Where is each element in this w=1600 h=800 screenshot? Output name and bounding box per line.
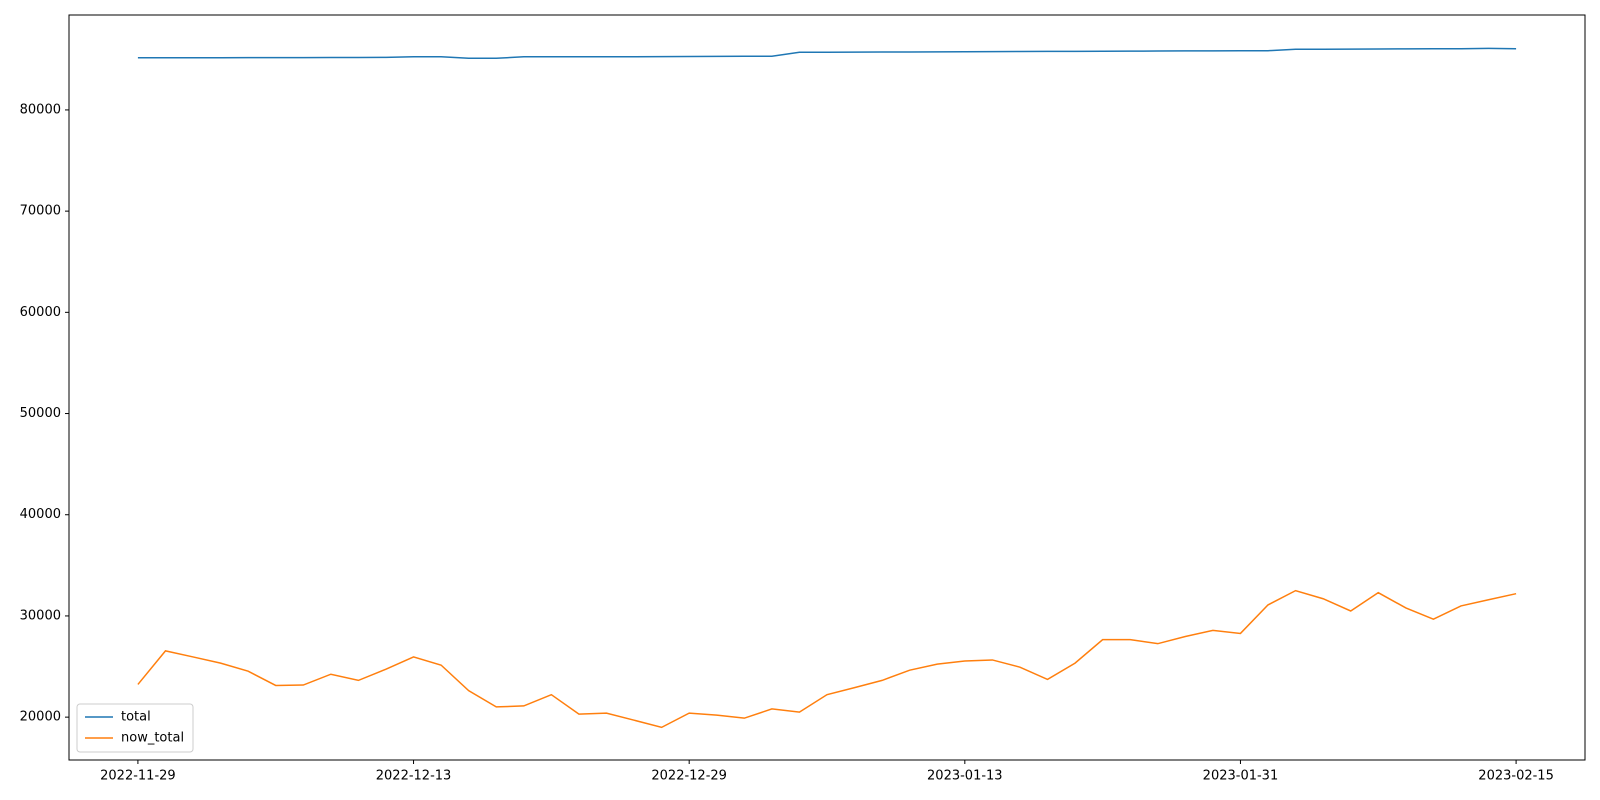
legend-label: total bbox=[121, 710, 151, 725]
line-series bbox=[137, 589, 1517, 729]
x-tick-label: 2022-12-29 bbox=[651, 769, 727, 784]
plot-frame bbox=[68, 14, 1586, 761]
y-tick-label: 60000 bbox=[20, 305, 61, 320]
y-tick-label: 50000 bbox=[20, 406, 61, 421]
y-tick-label: 80000 bbox=[20, 102, 61, 117]
legend-box bbox=[76, 703, 194, 753]
x-tick-label: 2023-01-31 bbox=[1203, 769, 1279, 784]
y-tick-label: 20000 bbox=[20, 710, 61, 725]
x-tick-label: 2023-01-13 bbox=[927, 769, 1003, 784]
y-tick-label: 40000 bbox=[20, 507, 61, 522]
legend: total now_total bbox=[76, 703, 194, 753]
x-tick-label: 2023-02-15 bbox=[1478, 769, 1554, 784]
x-tick-label: 2022-11-29 bbox=[100, 769, 176, 784]
legend-label: now_total bbox=[121, 731, 184, 746]
line-series bbox=[137, 47, 1517, 60]
y-tick-label: 30000 bbox=[20, 608, 61, 623]
x-tick-label: 2022-12-13 bbox=[376, 769, 452, 784]
y-tick-label: 70000 bbox=[20, 204, 61, 219]
